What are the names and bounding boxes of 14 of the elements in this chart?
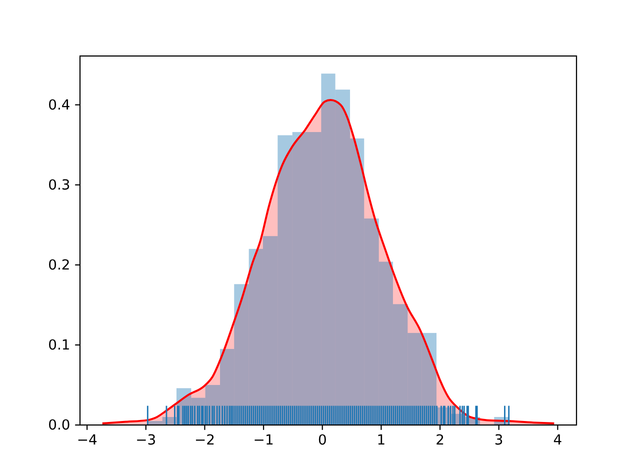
x-tick-label: 0 — [318, 432, 327, 449]
y-tick-label: 0.1 — [48, 337, 70, 354]
y-tick-label: 0.3 — [48, 177, 70, 194]
x-tick-label: −2 — [194, 432, 215, 449]
y-tick-label: 0.0 — [48, 417, 70, 434]
x-tick-label: −1 — [253, 432, 274, 449]
x-tick-label: 4 — [553, 432, 562, 449]
y-tick-label: 0.4 — [48, 97, 70, 114]
y-tick-label: 0.2 — [48, 257, 70, 274]
x-tick-label: −3 — [136, 432, 156, 449]
x-tick-label: 2 — [436, 432, 444, 449]
x-tick-label: −4 — [76, 432, 98, 449]
x-tick-label: 1 — [376, 432, 386, 449]
x-tick-label: 3 — [494, 432, 504, 449]
